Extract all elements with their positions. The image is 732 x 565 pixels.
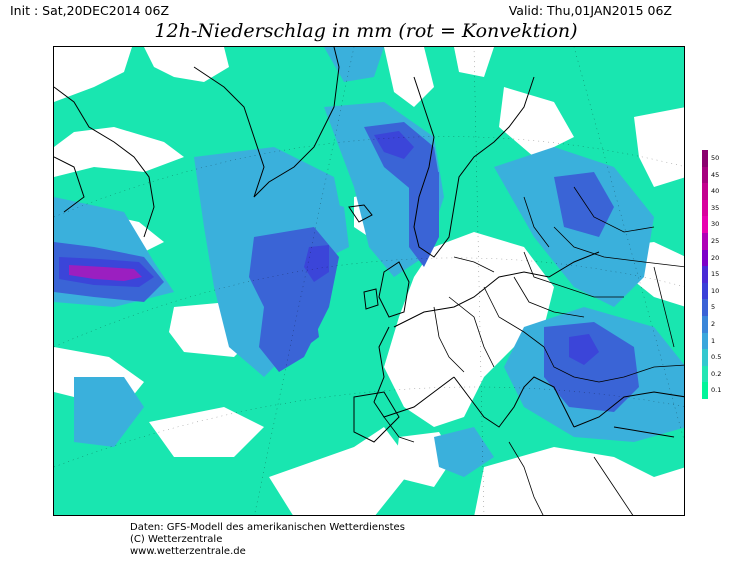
legend-label: 0.5 <box>711 353 722 362</box>
legend-label: 50 <box>711 154 720 162</box>
legend-swatch <box>702 216 708 234</box>
legend-label: 2 <box>711 320 716 328</box>
legend-label: 1 <box>711 336 716 345</box>
legend-swatch <box>702 166 708 184</box>
legend-swatch <box>702 249 708 267</box>
dry-areas <box>54 47 684 515</box>
chart-title: 12h-Niederschlag in mm (rot = Konvektion… <box>154 20 578 42</box>
legend-label: 15 <box>711 270 720 279</box>
legend-label: 35 <box>711 203 720 212</box>
precip-peak-areas <box>69 265 142 281</box>
legend-label: 5 <box>711 303 716 312</box>
legend-swatch <box>702 365 708 383</box>
valid-time-label: Valid: Thu,01JAN2015 06Z <box>508 3 672 18</box>
legend-label: 45 <box>711 170 720 179</box>
legend-label: 0.2 <box>711 369 722 378</box>
country-borders <box>383 186 684 515</box>
legend-swatch <box>702 299 708 317</box>
legend-swatch <box>702 382 708 400</box>
data-source-line: Daten: GFS-Modell des amerikanischen Wet… <box>130 522 405 533</box>
precipitation-field <box>54 47 684 515</box>
legend-swatch <box>702 282 708 300</box>
legend-swatch <box>702 233 708 251</box>
legend-swatch <box>702 183 708 201</box>
data-source-footer: Daten: GFS-Modell des amerikanischen Wet… <box>130 522 405 558</box>
legend-swatch <box>702 349 708 367</box>
legend-label: 25 <box>711 237 720 245</box>
precipitation-map <box>53 46 685 516</box>
copyright-line: (C) Wetterzentrale <box>130 534 223 545</box>
graticule <box>54 47 684 515</box>
legend-swatch <box>702 150 708 168</box>
legend-swatch <box>702 316 708 334</box>
website-link[interactable]: www.wetterzentrale.de <box>130 546 246 557</box>
legend-label: 10 <box>711 286 720 295</box>
init-time-label: Init : Sat,20DEC2014 06Z <box>10 3 170 18</box>
legend-label: 0.1 <box>711 386 722 395</box>
legend-swatch <box>702 332 708 350</box>
legend-swatch <box>702 266 708 284</box>
legend-label: 30 <box>711 220 720 229</box>
legend-label: 40 <box>711 187 720 196</box>
legend-swatch <box>702 199 708 217</box>
legend-label: 20 <box>711 253 720 262</box>
